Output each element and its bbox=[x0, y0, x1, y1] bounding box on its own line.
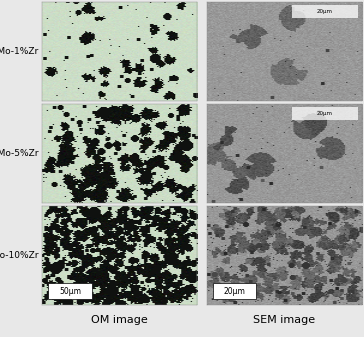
Bar bbox=[213, 283, 256, 299]
Text: (c) Mo-10%Zr: (c) Mo-10%Zr bbox=[0, 251, 38, 260]
Text: (a) Mo-1%Zr: (a) Mo-1%Zr bbox=[0, 47, 38, 56]
Bar bbox=[292, 5, 357, 18]
Text: 50μm: 50μm bbox=[59, 286, 81, 296]
Text: 20μm: 20μm bbox=[317, 111, 333, 116]
Text: (b) Mo-5%Zr: (b) Mo-5%Zr bbox=[0, 149, 38, 158]
Bar bbox=[48, 283, 92, 299]
Text: SEM image: SEM image bbox=[253, 315, 316, 325]
Text: 20μm: 20μm bbox=[317, 9, 333, 13]
Bar bbox=[292, 107, 357, 120]
Text: 20μm: 20μm bbox=[223, 286, 245, 296]
Text: OM image: OM image bbox=[91, 315, 148, 325]
